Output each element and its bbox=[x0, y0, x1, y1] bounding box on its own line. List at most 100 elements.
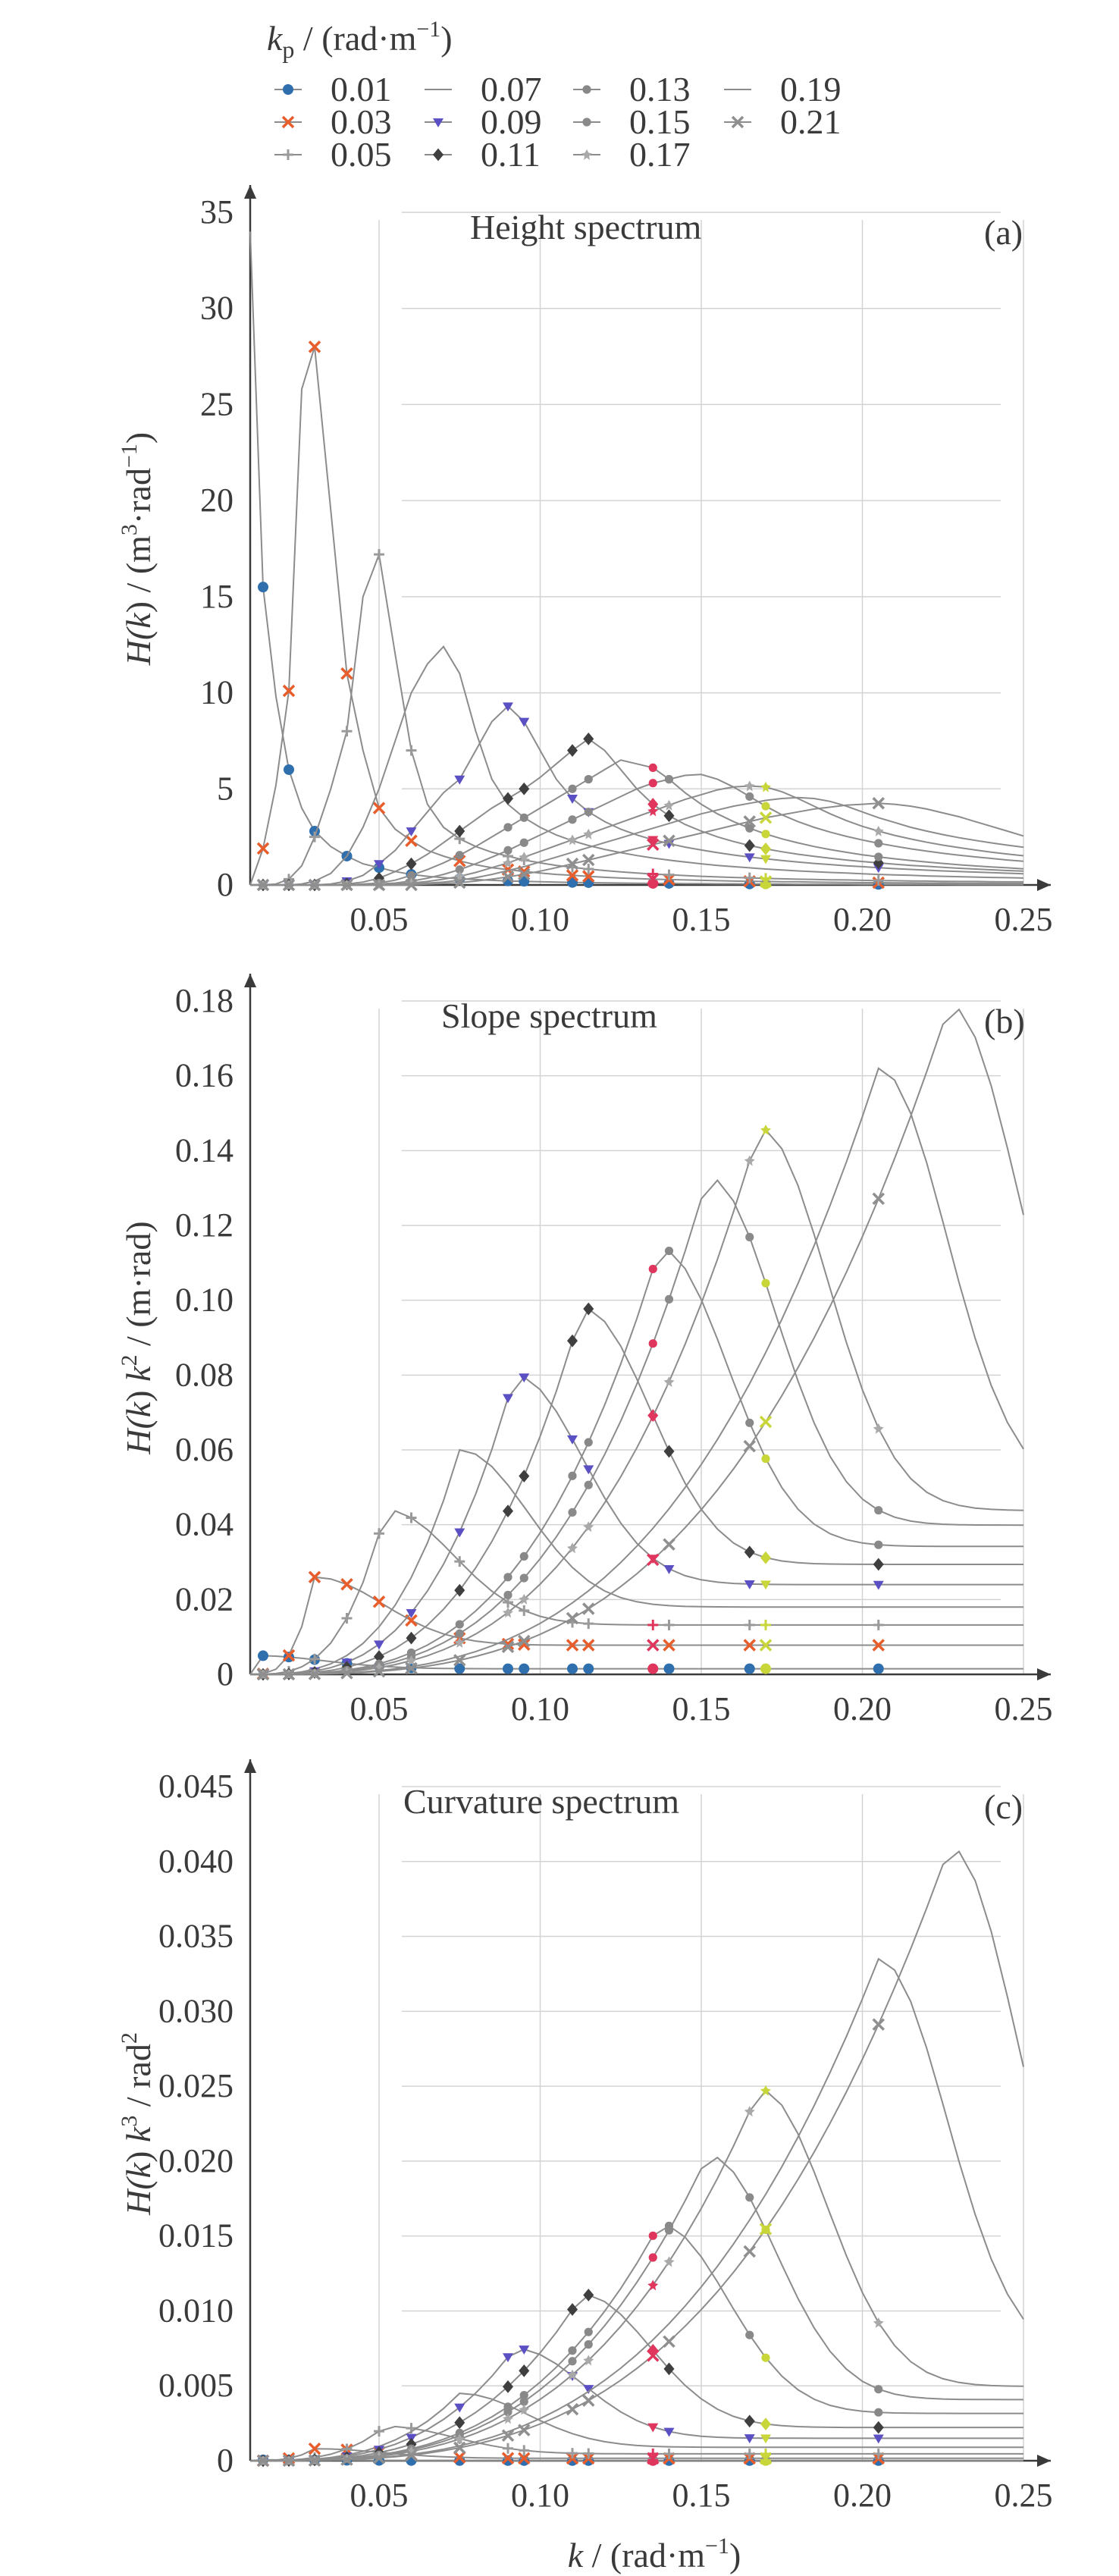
point-0.21 bbox=[872, 2018, 885, 2031]
y-tick-label: 0.005 bbox=[158, 2367, 234, 2404]
point-0.11 bbox=[583, 2289, 594, 2301]
y-axis-label: H(k) k3 / rad2 bbox=[117, 2032, 158, 2216]
legend-marker-0.09 bbox=[433, 118, 444, 127]
point-0.17 bbox=[519, 2404, 530, 2415]
point-0.11 bbox=[873, 1558, 884, 1571]
point-0.17 bbox=[519, 1593, 530, 1605]
point-0.21 bbox=[743, 2245, 756, 2258]
point-0.17 bbox=[760, 781, 771, 792]
point-0.03 bbox=[372, 1595, 386, 1608]
point-0.17 bbox=[567, 1542, 578, 1554]
point-0.21 bbox=[759, 811, 773, 824]
legend-marker-0.11 bbox=[433, 148, 444, 162]
y-tick-label: 0.10 bbox=[175, 1282, 234, 1319]
x-tick-label: 0.10 bbox=[511, 901, 569, 938]
point-0.13 bbox=[648, 763, 657, 773]
point-0.13 bbox=[584, 1438, 593, 1447]
point-0.13 bbox=[519, 1552, 528, 1561]
point-0.05 bbox=[374, 549, 384, 560]
y-tick-label: 0 bbox=[217, 1655, 234, 1693]
point-0.05 bbox=[374, 2426, 384, 2437]
x-tick-label: 0.05 bbox=[350, 1690, 409, 1727]
point-0.05 bbox=[567, 2448, 578, 2459]
point-0.11 bbox=[567, 1334, 578, 1348]
series-line-0.01 bbox=[249, 2458, 1023, 2461]
series-0.21 bbox=[250, 1850, 1024, 2468]
point-0.03 bbox=[518, 2452, 531, 2465]
point-0.17 bbox=[873, 1423, 884, 1434]
point-0.05 bbox=[744, 2448, 755, 2459]
point-0.09 bbox=[744, 853, 755, 863]
series-line-0.15 bbox=[250, 773, 1024, 886]
y-tick-label: 30 bbox=[200, 290, 234, 327]
point-0.05 bbox=[744, 872, 755, 883]
point-0.11 bbox=[454, 1583, 465, 1597]
point-0.09 bbox=[519, 2345, 530, 2355]
point-0.17 bbox=[503, 2413, 513, 2424]
point-0.09 bbox=[744, 2434, 755, 2444]
series-line-0.13 bbox=[250, 2225, 1023, 2461]
point-0.01 bbox=[567, 1663, 578, 1674]
series-line-0.19 bbox=[250, 796, 1024, 886]
point-0.21 bbox=[501, 871, 515, 883]
point-0.17 bbox=[744, 780, 755, 792]
point-0.09 bbox=[406, 1609, 417, 1618]
x-tick-label: 0.15 bbox=[672, 1690, 731, 1727]
legend-entry-0.05: 0.05 bbox=[274, 135, 392, 174]
point-0.17 bbox=[647, 2279, 659, 2291]
point-0.21 bbox=[256, 2454, 270, 2468]
point-0.11 bbox=[374, 1650, 384, 1663]
series-0.19 bbox=[250, 796, 1024, 886]
point-0.15 bbox=[503, 2408, 512, 2417]
point-0.13 bbox=[568, 1471, 577, 1480]
point-0.13 bbox=[874, 852, 883, 861]
x-tick-label: 0.05 bbox=[350, 2477, 409, 2514]
point-0.01 bbox=[284, 764, 294, 775]
point-0.05 bbox=[309, 1653, 320, 1665]
y-tick-label: 0.14 bbox=[175, 1131, 234, 1169]
panel-title: Height spectrum bbox=[470, 208, 702, 246]
y-tick-label: 0.12 bbox=[175, 1206, 234, 1244]
point-0.09 bbox=[760, 855, 771, 864]
point-0.21 bbox=[872, 1192, 885, 1205]
legend-label-0.17: 0.17 bbox=[629, 135, 691, 174]
point-0.15 bbox=[503, 846, 512, 855]
point-0.13 bbox=[874, 2408, 883, 2417]
point-0.17 bbox=[583, 828, 594, 839]
point-0.21 bbox=[405, 878, 418, 892]
y-tick-label: 0.015 bbox=[158, 2217, 234, 2254]
point-0.03 bbox=[256, 842, 270, 855]
series-0.17 bbox=[250, 2085, 1024, 2466]
point-0.09 bbox=[567, 795, 578, 804]
point-0.09 bbox=[503, 702, 513, 712]
point-0.13 bbox=[761, 830, 770, 839]
point-0.05 bbox=[873, 1619, 884, 1630]
series-line-0.07 bbox=[250, 1448, 1023, 1675]
point-0.03 bbox=[282, 684, 296, 698]
x-tick-label: 0.10 bbox=[511, 1690, 569, 1727]
y-tick-label: 0.040 bbox=[158, 1843, 234, 1880]
point-0.21 bbox=[518, 2424, 531, 2436]
point-0.05 bbox=[583, 1618, 594, 1630]
point-0.09 bbox=[519, 1373, 530, 1383]
panel-label: (a) bbox=[984, 213, 1023, 252]
point-0.11 bbox=[374, 871, 384, 885]
point-0.09 bbox=[760, 2434, 771, 2444]
panel-title: Slope spectrum bbox=[441, 996, 657, 1035]
point-0.21 bbox=[663, 1538, 675, 1551]
series-line-0.05 bbox=[250, 551, 1023, 886]
point-0.03 bbox=[308, 1570, 321, 1583]
series-line-0.11 bbox=[250, 1307, 1023, 1675]
panels: 0.05 0.10 0.15 0.20 0.25 0 5 10 15 20 25 30 35 Height… bbox=[117, 185, 1053, 2574]
point-0.21 bbox=[663, 834, 675, 847]
legend-label-0.05: 0.05 bbox=[331, 135, 392, 174]
x-tick-label: 0.20 bbox=[833, 2477, 892, 2514]
series-line-0.01 bbox=[249, 1655, 1023, 1675]
point-0.21 bbox=[340, 2453, 353, 2466]
y-axis-arrow bbox=[244, 974, 256, 987]
point-0.09 bbox=[744, 1580, 755, 1589]
point-0.15 bbox=[761, 802, 770, 811]
point-0.05 bbox=[647, 1619, 659, 1630]
point-0.03 bbox=[582, 870, 595, 883]
